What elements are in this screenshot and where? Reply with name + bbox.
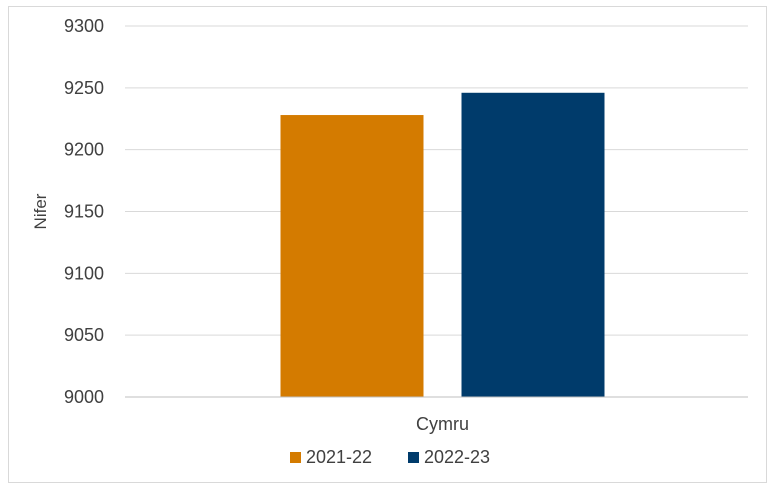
legend-label: 2022-23 <box>424 447 490 467</box>
legend-label: 2021-22 <box>306 447 372 467</box>
bar-2022-23 <box>462 93 605 397</box>
bars <box>281 93 605 397</box>
y-tick-label: 9200 <box>64 140 104 160</box>
y-axis-tick-labels: 9000 9050 9100 9150 9200 9250 9300 <box>64 16 104 407</box>
y-tick-label: 9250 <box>64 78 104 98</box>
y-tick-label: 9300 <box>64 16 104 36</box>
y-tick-label: 9150 <box>64 202 104 222</box>
legend: 2021-22 2022-23 <box>290 447 490 467</box>
legend-swatch <box>408 452 419 463</box>
x-tick-label: Cymru <box>416 414 469 434</box>
y-axis-title: Nifer <box>31 193 50 229</box>
y-tick-label: 9100 <box>64 263 104 283</box>
legend-swatch <box>290 452 301 463</box>
bar-2021-22 <box>281 115 424 397</box>
y-tick-label: 9050 <box>64 325 104 345</box>
x-axis: Cymru <box>125 397 748 434</box>
gridlines <box>125 26 748 335</box>
y-tick-label: 9000 <box>64 387 104 407</box>
